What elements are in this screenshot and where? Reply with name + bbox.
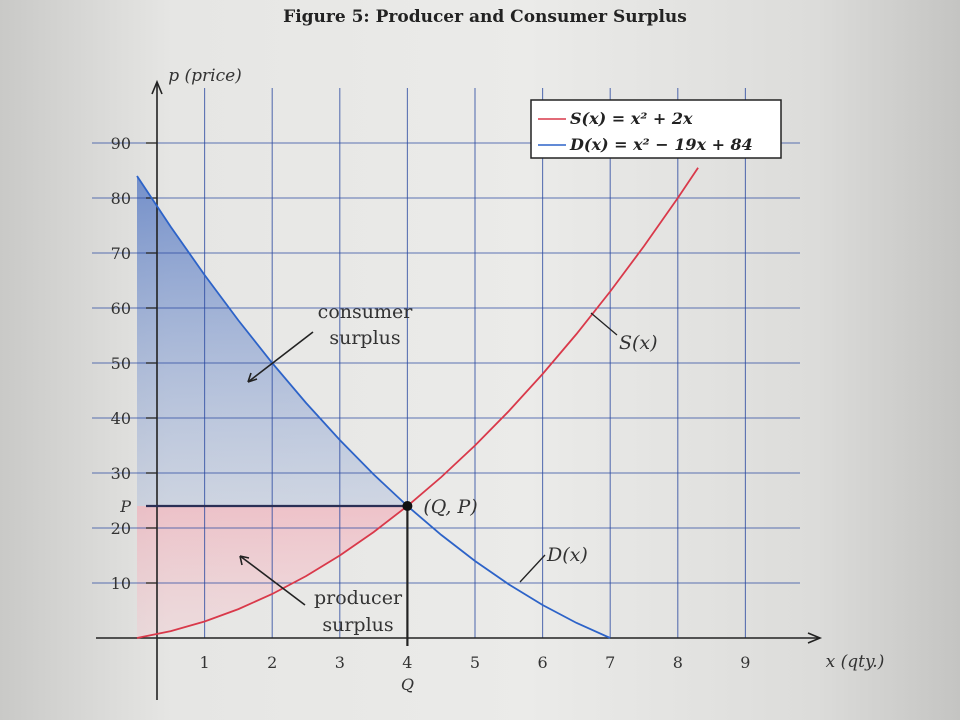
grid xyxy=(92,88,800,638)
y-axis-label: p (price) xyxy=(168,66,242,86)
legend-supply-label: S(x) = x² + 2x xyxy=(570,109,693,128)
x-tick-label-5: 5 xyxy=(470,653,480,672)
x-tick-label-Q: Q xyxy=(401,675,414,694)
x-tick-label-6: 6 xyxy=(538,653,548,672)
supply-curve-label: S(x) xyxy=(619,332,658,354)
legend-box xyxy=(530,99,782,159)
curves xyxy=(136,167,699,639)
x-axis-label: x (qty.) xyxy=(826,652,885,672)
consumer-surplus-label-line2: surplus xyxy=(329,327,400,349)
demand-label-leader xyxy=(519,554,546,583)
tick-labels: 1 2 3 4 5 6 7 8 9 10 20 30 40 50 60 70 80 90 P Q xyxy=(111,134,751,694)
legend: S(x) = x² + 2x D(x) = x² − 19x + 84 xyxy=(530,99,782,159)
y-tick-label-10: 10 xyxy=(111,574,131,593)
x-tick-label-4: 4 xyxy=(402,653,412,672)
y-tick-label-20: 20 xyxy=(111,519,131,538)
axes xyxy=(96,79,823,700)
consumer-surplus-pointer xyxy=(247,331,314,383)
supply-label-leader xyxy=(590,312,618,336)
equilibrium-guides xyxy=(146,504,409,646)
producer-surplus-label-line1: producer xyxy=(314,587,403,609)
chart-title: Figure 5: Producer and Consumer Surplus xyxy=(283,7,687,27)
supply-curve xyxy=(136,167,699,639)
y-tick-label-90: 90 xyxy=(111,134,131,153)
y-tick-label-60: 60 xyxy=(111,299,131,318)
x-tick-label-8: 8 xyxy=(673,653,683,672)
legend-demand-label: D(x) = x² − 19x + 84 xyxy=(569,135,753,154)
x-tick-label-7: 7 xyxy=(605,653,615,672)
equilibrium-point xyxy=(402,501,413,511)
y-tick-label-70: 70 xyxy=(111,244,131,263)
consumer-surplus-label-line1: consumer xyxy=(318,301,414,323)
y-tick-label-30: 30 xyxy=(111,464,131,483)
y-tick-label-40: 40 xyxy=(111,409,131,428)
x-tick-label-2: 2 xyxy=(267,653,277,672)
x-tick-label-1: 1 xyxy=(200,653,210,672)
demand-curve xyxy=(136,175,611,639)
demand-curve-label: D(x) xyxy=(546,544,588,566)
y-axis-arrow xyxy=(151,79,163,95)
y-tick-label-80: 80 xyxy=(111,189,131,208)
producer-surplus-label-line2: surplus xyxy=(322,614,393,636)
producer-surplus-arrowhead xyxy=(239,555,250,566)
equilibrium-label: (Q, P) xyxy=(423,496,477,518)
producer-surplus-pointer xyxy=(239,555,306,606)
y-tick-label-50: 50 xyxy=(111,354,131,373)
y-tick-label-P: P xyxy=(119,497,131,516)
consumer-surplus-arrowhead xyxy=(247,372,258,383)
x-axis-arrow xyxy=(807,632,823,644)
x-tick-label-3: 3 xyxy=(335,653,345,672)
annotations: (Q, P) consumer surplus producer surplus S(x)… xyxy=(239,301,658,636)
x-tick-label-9: 9 xyxy=(740,653,750,672)
